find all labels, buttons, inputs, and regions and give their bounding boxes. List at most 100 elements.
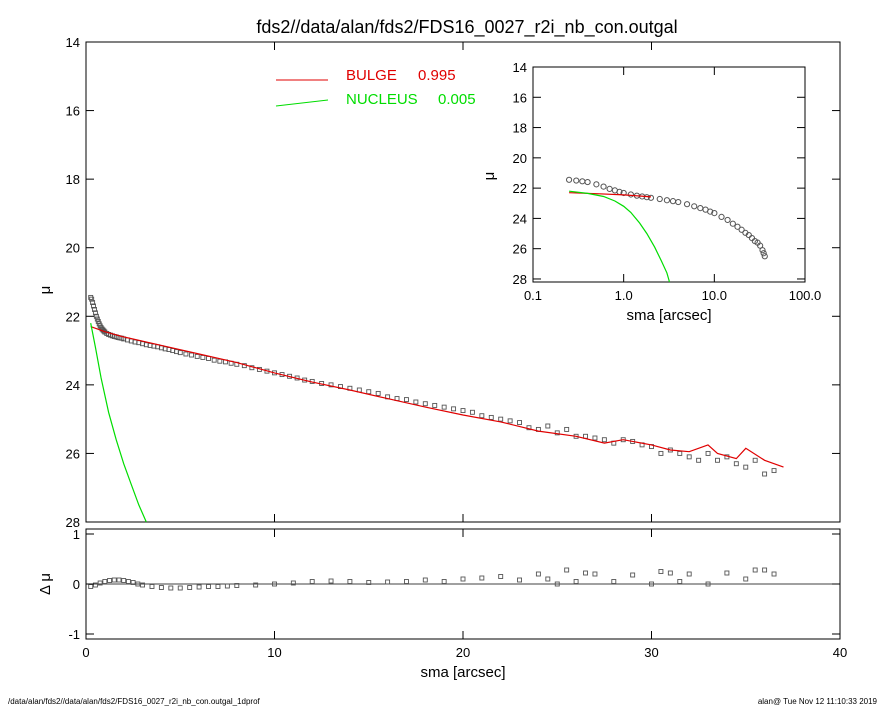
residual-x-tick-label: 40 (833, 645, 847, 660)
residual-data-point (762, 567, 768, 573)
inset-data-point (711, 210, 718, 217)
main-y-tick-label: 26 (66, 446, 80, 461)
residual-data-marks (88, 567, 777, 591)
inset-data-point (760, 250, 767, 257)
footer-timestamp: alan@ Tue Nov 12 11:10:33 2019 (758, 697, 878, 706)
inset-y-tick-label: 28 (513, 272, 527, 287)
inset-data-point (593, 181, 600, 188)
main-data-point (92, 306, 97, 312)
inset-data-point (620, 189, 627, 197)
inset-y-tick-label: 18 (513, 121, 527, 136)
main-data-point (705, 450, 711, 456)
residual-data-point (196, 584, 202, 590)
residual-y-tick-label: 0 (73, 577, 80, 592)
residual-data-point (168, 585, 174, 591)
main-data-point (762, 471, 768, 477)
main-data-point (441, 404, 447, 410)
legend-value-nucleus: 0.005 (438, 91, 476, 108)
residual-data-point (206, 584, 211, 589)
main-data-point (177, 350, 183, 356)
residual-data-point (149, 584, 155, 589)
main-data-point (564, 426, 570, 432)
main-data-point (92, 310, 98, 316)
inset-data-point (761, 253, 768, 260)
inset-data-point (627, 191, 634, 198)
main-data-point (89, 296, 95, 302)
main-y-tick-label: 16 (66, 104, 80, 119)
residual-data-point (535, 571, 541, 577)
main-panel: 14 16 18 20 22 24 26 28 μ BULGE 0.995 NUCLEUS 0… (37, 35, 841, 530)
inset-data-point (565, 176, 573, 183)
inset-y-tick-label: 22 (513, 181, 527, 196)
residual-data-point (743, 576, 749, 582)
inset-data-point (663, 197, 671, 204)
main-y-tick-label: 18 (66, 172, 80, 187)
main-data-point (677, 450, 683, 456)
main-data-point (507, 418, 513, 424)
inset-data-point (691, 203, 698, 210)
main-data-point (217, 358, 223, 364)
inset-axes: 0.1 1.0 10.0 100.0 14 16 18 20 22 24 26 28 (513, 60, 822, 303)
main-axes: 14 16 18 20 22 24 26 28 (66, 35, 841, 530)
main-data-point (375, 390, 381, 396)
residual-data-point (573, 579, 579, 584)
residual-data-point (290, 580, 296, 586)
legend-value-bulge: 0.995 (418, 67, 456, 84)
residual-data-point (125, 579, 131, 584)
inset-data-point (759, 247, 766, 254)
inset-x-tick-label: 1.0 (615, 288, 633, 303)
inset-data-point (573, 177, 580, 184)
residual-data-point (460, 576, 466, 582)
inset-x-axis-label: sma [arcsec] (626, 307, 711, 324)
legend-line-nucleus (275, 99, 329, 107)
residual-data-point (686, 571, 692, 577)
inset-y-tick-label: 26 (513, 242, 527, 257)
residual-data-point (187, 585, 193, 590)
main-data-point (696, 457, 702, 463)
residual-data-point (234, 583, 240, 588)
main-data-point (422, 401, 428, 407)
main-data-point (733, 461, 739, 467)
inset-data-point (734, 223, 741, 230)
residual-data-point (135, 581, 141, 587)
residual-data-point (92, 582, 98, 588)
inset-data-point (683, 201, 691, 208)
residual-data-point (724, 570, 730, 576)
residual-y-tick-label: 1 (73, 527, 80, 542)
main-data-point (328, 382, 334, 388)
inset-data-point (718, 213, 725, 220)
main-data-point (771, 468, 777, 474)
inset-y-axis-label: μ (481, 172, 498, 181)
inset-data-point (584, 178, 591, 186)
main-y-tick-label: 20 (66, 241, 80, 256)
residual-data-point (441, 579, 447, 584)
legend-label-bulge: BULGE (346, 67, 397, 84)
main-data-point (211, 357, 217, 363)
residual-x-tick-label: 10 (267, 645, 281, 660)
main-data-point (413, 399, 419, 405)
residual-data-point (517, 577, 522, 583)
main-data-point (404, 397, 409, 403)
main-data-point (488, 414, 494, 420)
residual-data-point (564, 567, 570, 573)
residual-data-point (107, 578, 113, 583)
residual-data-point (611, 579, 617, 584)
main-data-point (460, 408, 466, 414)
residual-data-point (752, 567, 758, 573)
main-y-tick-label: 14 (66, 35, 80, 50)
main-data-point (90, 300, 96, 306)
residual-data-point (592, 571, 598, 577)
main-data-point (686, 454, 692, 460)
main-data-point (366, 389, 372, 395)
residual-data-point (667, 570, 673, 576)
inset-data-point (600, 183, 607, 190)
residual-data-point (328, 578, 334, 584)
residual-data-point (479, 575, 485, 581)
residual-data-point (658, 569, 664, 574)
main-data-point (200, 354, 206, 360)
residual-data-point (404, 579, 409, 584)
main-data-marks (88, 294, 784, 523)
main-data-point (715, 457, 720, 463)
main-data-point (479, 413, 485, 419)
